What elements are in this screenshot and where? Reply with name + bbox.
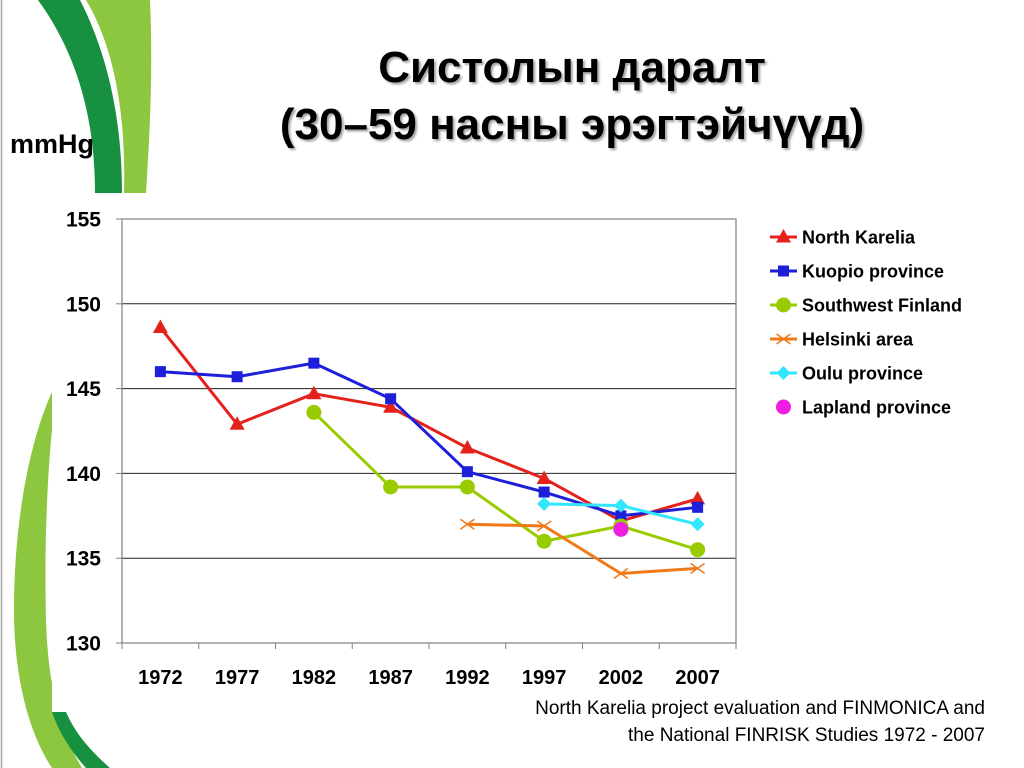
legend-marker-southwest-finland xyxy=(776,297,791,313)
slide-title: Систолын даралт (30–59 насны эрэгтэйчүүд… xyxy=(140,39,1004,153)
data-point-north-karelia-1977 xyxy=(229,416,245,430)
data-point-kuopio-province-1987 xyxy=(385,393,397,405)
data-point-oulu-province-1997 xyxy=(537,496,552,511)
data-point-kuopio-province-1997 xyxy=(538,486,550,498)
series-kuopio-province xyxy=(154,357,704,522)
data-point-north-karelia-2007 xyxy=(690,490,706,505)
legend-marker-helsinki-area xyxy=(776,333,791,345)
data-point-north-karelia-1987 xyxy=(383,399,399,413)
y-tick-label: 135 xyxy=(66,548,101,571)
x-tick-label: 2007 xyxy=(675,667,720,689)
series-line-southwest-finland xyxy=(312,411,699,552)
axes: 130 135 140 145 150 155 1972 1977 1982 1987 1992 19… xyxy=(66,209,737,689)
legend-entry-oulu-province: Oulu province xyxy=(770,364,923,384)
legend-label-kuopio-province: Kuopio province xyxy=(802,262,944,282)
legend-entry-southwest-finland: Southwest Finland xyxy=(770,296,962,316)
series-line-kuopio-province xyxy=(160,361,698,518)
data-point-oulu-province-2007 xyxy=(690,517,705,532)
legend: North Karelia Kuopio province Southwest Fi… xyxy=(770,228,962,418)
data-point-helsinki-area-1997 xyxy=(536,520,552,532)
legend-label-helsinki-area: Helsinki area xyxy=(802,330,914,350)
dark-green-swoosh-bottom xyxy=(52,712,110,768)
legend-label-north-karelia: North Karelia xyxy=(802,228,916,248)
chart-background xyxy=(52,193,740,712)
source-line-2: the National FINRISK Studies 1972 - 2007 xyxy=(628,725,985,746)
series-helsinki-area xyxy=(459,518,706,580)
data-point-southwest-finland-1987 xyxy=(383,479,399,495)
legend-entry-lapland-province: Lapland province xyxy=(776,398,951,418)
data-point-lapland-province-2002 xyxy=(613,521,629,537)
data-point-north-karelia-1997 xyxy=(536,470,552,484)
legend-label-southwest-finland: Southwest Finland xyxy=(802,296,962,316)
source-line-1: North Karelia project evaluation and FIN… xyxy=(535,698,985,719)
y-axis-unit-label: mmHg xyxy=(10,129,95,159)
data-point-north-karelia-1992 xyxy=(459,439,475,454)
data-point-helsinki-area-2002 xyxy=(613,567,629,580)
y-tick-label: 150 xyxy=(66,293,101,316)
legend-marker-north-karelia xyxy=(776,229,791,243)
data-point-kuopio-province-2002 xyxy=(615,510,627,522)
x-tick-label: 1997 xyxy=(522,667,567,689)
y-tick-label: 155 xyxy=(66,209,101,232)
data-point-helsinki-area-1992 xyxy=(459,518,475,530)
data-point-kuopio-province-1982 xyxy=(308,357,320,369)
series-lapland-province xyxy=(613,521,629,537)
legend-entry-kuopio-province: Kuopio province xyxy=(770,262,944,282)
y-tick-label: 145 xyxy=(66,378,101,401)
x-tick-label: 1992 xyxy=(445,667,490,689)
series-southwest-finland xyxy=(306,404,706,558)
x-tick-label: 1982 xyxy=(292,667,337,689)
data-point-helsinki-area-2007 xyxy=(690,562,706,574)
data-point-kuopio-province-1972 xyxy=(154,366,166,378)
data-point-kuopio-province-1992 xyxy=(461,466,473,478)
title-line-2: (30–59 насны эрэгтэйчүүд) xyxy=(279,100,865,149)
x-tick-label: 1987 xyxy=(368,667,413,689)
legend-marker-oulu-province xyxy=(776,366,791,380)
legend-entry-helsinki-area: Helsinki area xyxy=(770,330,914,350)
data-point-north-karelia-1972 xyxy=(152,319,168,334)
data-point-southwest-finland-1997 xyxy=(536,533,552,549)
legend-label-oulu-province: Oulu province xyxy=(802,364,923,384)
data-point-southwest-finland-2007 xyxy=(690,542,706,558)
data-point-oulu-province-2002 xyxy=(613,498,628,513)
series-oulu-province xyxy=(537,496,705,532)
series-line-north-karelia xyxy=(159,326,699,523)
data-point-southwest-finland-1982 xyxy=(306,404,322,420)
x-tick-label: 1972 xyxy=(138,667,183,689)
x-tick-label: 1977 xyxy=(215,667,260,689)
data-point-kuopio-province-2007 xyxy=(692,501,704,513)
title-line-1: Систолын даралт xyxy=(378,43,766,92)
series-line-helsinki-area xyxy=(467,522,698,575)
legend-entry-north-karelia: North Karelia xyxy=(770,228,916,248)
light-green-swoosh-bottom xyxy=(14,392,82,768)
legend-label-lapland-province: Lapland province xyxy=(802,398,951,418)
legend-marker-kuopio-province xyxy=(778,265,789,277)
dark-green-swoosh-top xyxy=(38,0,122,193)
data-point-southwest-finland-1992 xyxy=(459,479,475,495)
data-point-north-karelia-1982 xyxy=(306,385,322,400)
x-tick-label: 2002 xyxy=(599,667,644,689)
y-tick-label: 130 xyxy=(66,633,101,656)
y-tick-label: 140 xyxy=(66,463,101,486)
light-green-swoosh-top xyxy=(86,0,152,193)
plot-area: 130 135 140 145 150 155 1972 1977 1982 1987 1992 19… xyxy=(66,209,962,690)
source-note: North Karelia project evaluation and FIN… xyxy=(535,695,985,749)
data-point-kuopio-province-1977 xyxy=(231,371,243,383)
legend-marker-lapland-province xyxy=(776,399,791,415)
